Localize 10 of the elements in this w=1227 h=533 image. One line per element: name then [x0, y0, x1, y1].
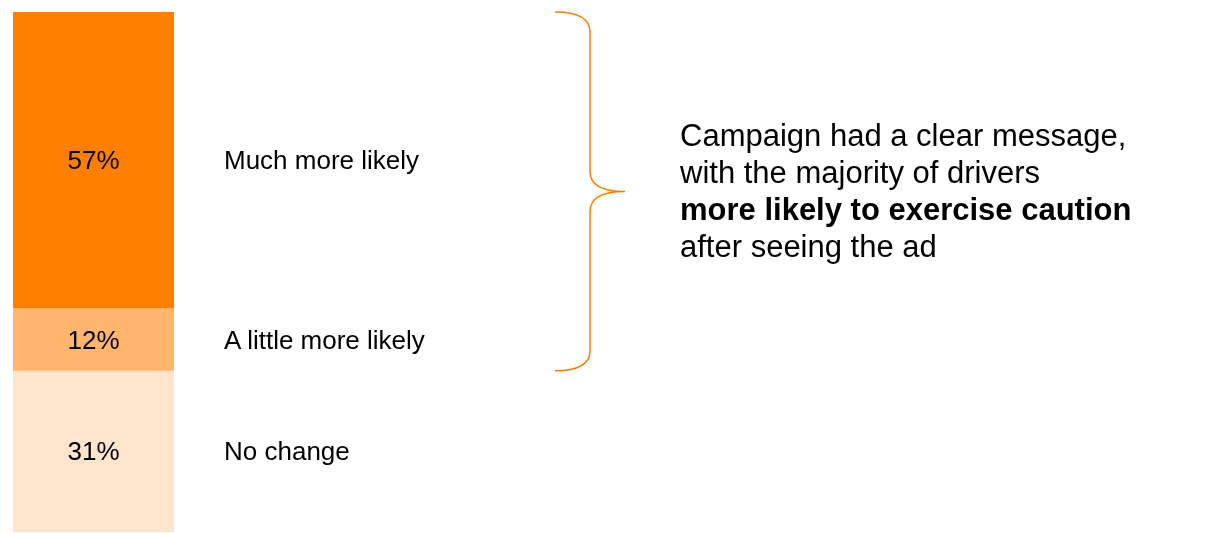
- data-label: 31%: [67, 436, 120, 467]
- series-label: Much more likely: [224, 145, 420, 176]
- series-label: A little more likely: [224, 324, 425, 355]
- data-label: 12%: [67, 324, 120, 355]
- data-label: 57%: [67, 145, 120, 176]
- text: with the majority of drivers: [679, 155, 1041, 191]
- text: after seeing the ad: [680, 229, 937, 265]
- text: more likely to exercise caution: [680, 192, 1132, 228]
- series-label: No change: [224, 436, 350, 467]
- text: Campaign had a clear message,: [680, 118, 1127, 154]
